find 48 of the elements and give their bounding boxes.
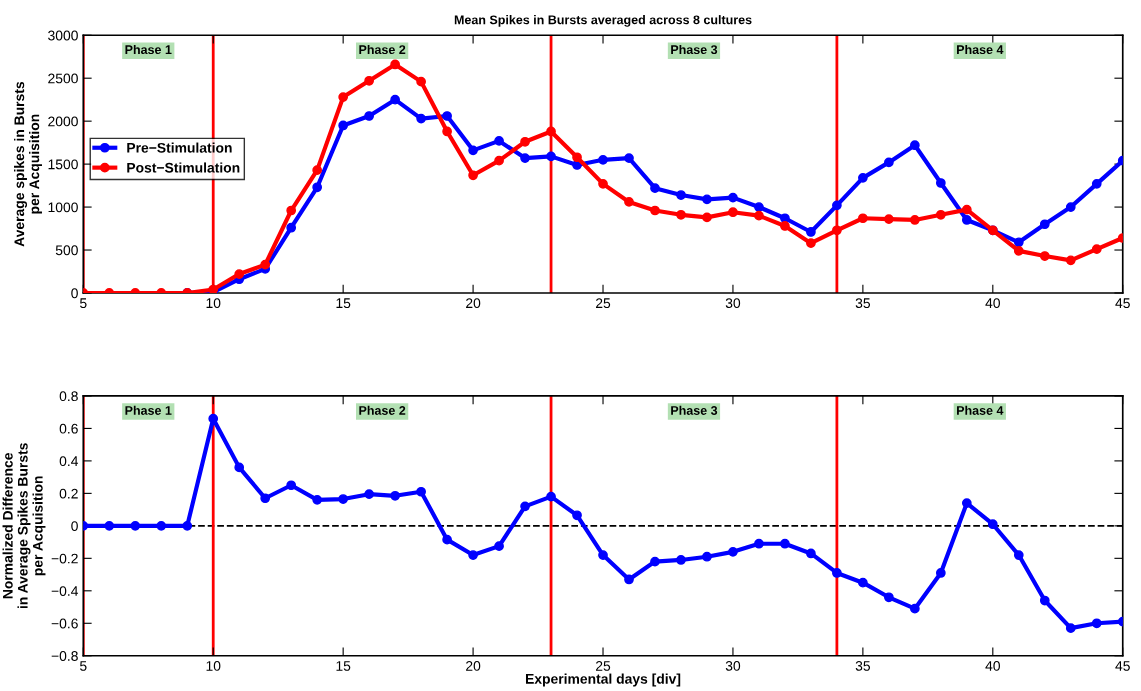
annotation: Phase 3	[671, 44, 718, 55]
x-tick-label: 5	[79, 661, 87, 671]
annotation: Phase 2	[359, 405, 406, 415]
y-tick-label: 1000	[48, 202, 78, 213]
y-tick-label: −0.4	[51, 586, 79, 596]
x-tick-label: 20	[466, 660, 481, 671]
y-tick-label: 1500	[48, 159, 78, 170]
annotation: Phase 4	[957, 44, 1004, 55]
annotation: Phase 1	[125, 44, 172, 55]
x-tick-label: 35	[855, 660, 871, 671]
annotation: Phase 4	[957, 405, 1004, 415]
x-tick-label: 15	[336, 661, 351, 671]
y-tick-label: 0.4	[59, 456, 79, 467]
y-tick-label: 2500	[48, 73, 78, 84]
x-axis-title: Experimental days [div]	[525, 673, 681, 687]
y-tick-label: −0.8	[51, 651, 78, 661]
legend-label: Post−Stimulation	[127, 162, 240, 173]
y-tick-label: 2000	[48, 116, 78, 127]
y-axis-title: Average spikes in Bursts per Acquisition	[14, 81, 42, 247]
annotation: Phase 3	[671, 405, 718, 415]
annotation: Phase 2	[359, 44, 406, 55]
x-tick-label: 45	[1115, 661, 1130, 671]
legend-label: Pre−Stimulation	[127, 142, 232, 153]
x-tick-label: 10	[206, 298, 221, 309]
x-tick-label: 25	[595, 660, 611, 671]
y-axis-title: Normalized Difference in Average Spikes Bursts per Acquisition	[2, 443, 46, 609]
x-tick-label: 45	[1115, 298, 1130, 309]
chart-title: Mean Spikes in Bursts averaged across 8 cultures	[454, 15, 752, 27]
y-tick-label: 500	[55, 245, 78, 256]
y-tick-label: 0.6	[59, 423, 78, 434]
y-tick-label: −0.6	[51, 618, 78, 629]
x-tick-label: 30	[725, 660, 741, 671]
x-tick-label: 25	[595, 298, 611, 309]
y-tick-label: −0.2	[51, 553, 78, 564]
x-tick-label: 5	[79, 298, 87, 309]
y-tick-label: 0.8	[59, 391, 78, 402]
x-tick-label: 30	[725, 298, 741, 309]
y-tick-label: 0.2	[59, 488, 78, 499]
y-tick-label: 0	[71, 288, 78, 299]
x-tick-label: 15	[336, 298, 351, 309]
x-tick-label: 40	[985, 660, 1000, 671]
x-tick-label: 20	[466, 298, 481, 309]
y-tick-label: 0	[71, 521, 78, 532]
x-tick-label: 40	[985, 298, 1000, 309]
y-tick-label: 3000	[48, 30, 78, 41]
annotation: Phase 1	[125, 405, 172, 415]
x-tick-label: 35	[855, 298, 871, 309]
x-tick-label: 10	[206, 660, 221, 671]
